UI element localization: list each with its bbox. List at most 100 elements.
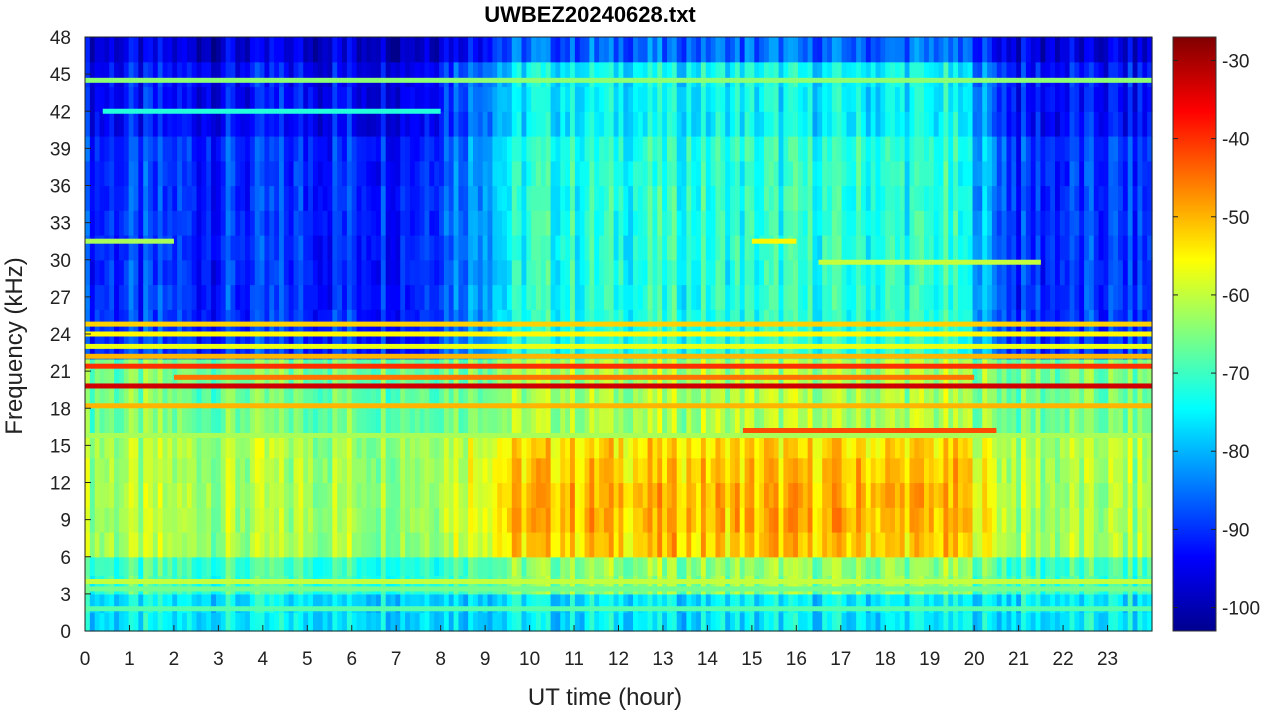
spectrogram-cell <box>977 358 983 385</box>
spectrogram-cell <box>327 160 333 187</box>
spectrogram-cell <box>109 383 115 409</box>
spectrogram-cell <box>962 160 969 187</box>
spectrogram-cell <box>667 111 673 137</box>
spectrogram-cell <box>623 111 629 137</box>
spectrogram-cell <box>1021 457 1027 484</box>
spectrogram-cell <box>715 507 721 533</box>
spectrogram-cell <box>720 383 726 409</box>
spectrogram-cell <box>434 408 440 434</box>
spectrogram-cell <box>293 482 299 508</box>
spectrogram-cell <box>1035 136 1042 162</box>
spectrogram-cell <box>899 86 906 112</box>
spectrogram-cell <box>972 575 978 595</box>
spectrogram-cell <box>385 111 392 137</box>
spectrogram-cell <box>468 457 474 484</box>
spectrogram-cell <box>875 556 881 576</box>
spectrogram-cell <box>720 235 726 261</box>
spectrogram-cell <box>1045 556 1051 576</box>
spectrogram-cell <box>463 383 469 409</box>
spectrogram-cell <box>642 612 649 632</box>
spectrogram-cell <box>778 37 784 63</box>
spectrogram-cell <box>162 593 169 614</box>
spectrogram-cell <box>274 259 280 286</box>
spectrogram-cell <box>822 358 828 385</box>
spectrogram-cell <box>317 358 324 385</box>
spectrogram-cell <box>104 482 110 508</box>
spectrogram-cell <box>686 433 692 459</box>
spectrogram-cell <box>836 358 843 385</box>
spectrogram-cell <box>667 383 673 409</box>
spectrogram-cell <box>933 61 940 88</box>
spectrogram-cell <box>570 507 576 533</box>
spectrogram-cell <box>676 358 683 385</box>
spectrogram-cell <box>128 575 135 595</box>
spectrogram-cell <box>167 408 173 434</box>
spectrogram-cell <box>516 284 523 310</box>
spectrogram-cell <box>570 160 576 187</box>
spectrogram-cell <box>220 210 227 236</box>
spectrogram-cell <box>880 136 886 162</box>
spectrogram-cell <box>841 136 848 162</box>
spectrogram-cell <box>235 532 241 558</box>
spectrogram-cell <box>540 612 547 632</box>
spectrogram-cell <box>783 507 789 533</box>
spectrogram-cell <box>162 612 169 632</box>
spectrogram-cell <box>157 433 164 459</box>
spectrogram-cell <box>822 482 828 508</box>
spectrogram-cell <box>346 507 353 533</box>
spectrogram-cell <box>332 457 338 484</box>
spectrogram-cell <box>303 284 309 310</box>
spectrogram-cell <box>875 86 881 112</box>
spectrogram-cell <box>443 532 450 558</box>
spectrogram-cell <box>274 593 280 614</box>
spectrogram-cell <box>545 612 552 632</box>
spectrogram-cell <box>725 235 731 261</box>
spectrogram-cell <box>162 185 169 211</box>
spectrogram-cell <box>443 358 450 385</box>
spectrogram-cell <box>128 235 135 261</box>
spectrogram-cell <box>516 408 523 434</box>
spectrogram-cell <box>443 408 450 434</box>
spectrogram-cell <box>390 86 396 112</box>
spectrogram-cell <box>851 408 857 434</box>
spectrogram-cell <box>623 507 629 533</box>
spectrogram-cell <box>327 457 333 484</box>
spectrogram-cell <box>123 136 130 162</box>
spectrogram-cell <box>288 408 295 434</box>
spectrogram-cell <box>710 593 717 614</box>
spectrogram-cell <box>453 111 460 137</box>
spectrogram-cell <box>671 160 678 187</box>
spectrogram-cell <box>288 210 295 236</box>
spectrogram-cell <box>608 136 615 162</box>
spectrogram-cell <box>1050 408 1056 434</box>
spectrogram-cell <box>773 593 780 614</box>
spectrogram-cell <box>109 37 115 63</box>
spectrogram-cell <box>361 532 367 558</box>
spectrogram-cell <box>477 61 484 88</box>
spectrogram-cell <box>705 210 712 236</box>
spectrogram-cell <box>623 259 629 286</box>
spectrogram-cell <box>521 408 527 434</box>
spectrogram-cell <box>734 457 741 484</box>
spectrogram-cell <box>817 210 823 236</box>
spectrogram-cell <box>545 358 552 385</box>
spectrogram-cell <box>138 612 144 632</box>
spectrogram-cell <box>424 433 430 459</box>
spectrogram-cell <box>603 556 610 576</box>
spectrogram-cell <box>526 136 532 162</box>
spectrogram-cell <box>739 185 746 211</box>
spectrogram-cell <box>152 482 159 508</box>
spectrogram-cell <box>565 532 571 558</box>
spectrogram-cell <box>802 86 809 112</box>
spectrogram-cell <box>308 86 314 112</box>
spectrogram-cell <box>497 383 503 409</box>
spectrogram-cell <box>996 358 1003 385</box>
spectrogram-cell <box>938 433 945 459</box>
spectrogram-cell <box>894 86 901 112</box>
spectrogram-cell <box>730 284 736 310</box>
spectrogram-cell <box>162 210 169 236</box>
spectrogram-cell <box>245 507 251 533</box>
spectrogram-cell <box>880 37 886 63</box>
spectrogram-cell <box>443 210 450 236</box>
spectrogram-cell <box>283 235 290 261</box>
